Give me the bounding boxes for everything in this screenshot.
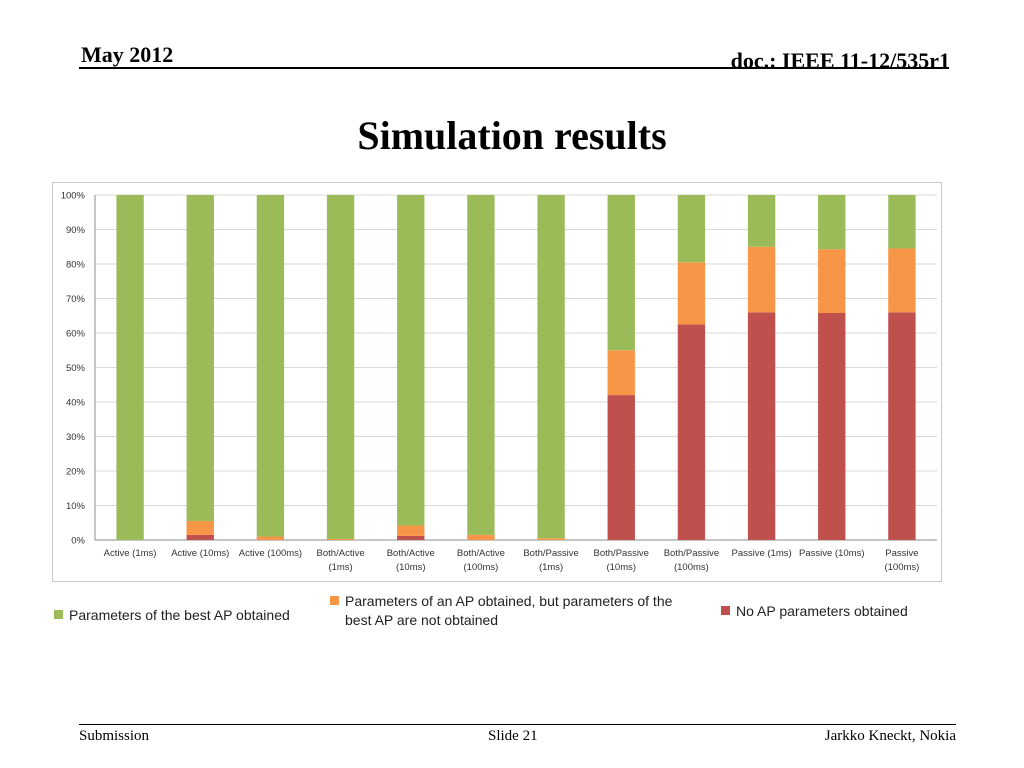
bar-segment <box>397 525 425 536</box>
y-tick-label: 40% <box>66 398 86 409</box>
bar-segment <box>537 538 565 540</box>
chart-legend: Parameters of the best AP obtained Param… <box>52 590 940 640</box>
y-tick-label: 50% <box>66 363 86 374</box>
x-tick-label: Both/Active <box>457 548 505 559</box>
x-tick-label: (1ms) <box>328 562 352 573</box>
legend-label-no-ap: No AP parameters obtained <box>736 603 908 619</box>
y-tick-label: 20% <box>66 467 86 478</box>
bar-segment <box>747 312 776 540</box>
legend-label-best-ap: Parameters of the best AP obtained <box>69 607 290 623</box>
y-tick-label: 0% <box>71 536 85 547</box>
bar-segment <box>326 195 355 539</box>
bar-segment <box>747 246 776 313</box>
x-tick-label: Both/Passive <box>523 548 578 559</box>
x-tick-label: (10ms) <box>396 562 426 573</box>
legend-item-best-ap: Parameters of the best AP obtained <box>54 606 290 625</box>
x-tick-label: Active (10ms) <box>171 548 229 559</box>
y-tick-label: 10% <box>66 501 86 512</box>
y-tick-label: 100% <box>61 191 86 202</box>
bar-segment <box>888 195 916 249</box>
x-tick-label: Passive <box>885 548 918 559</box>
bar-segment <box>818 249 846 313</box>
x-tick-label: Both/Active <box>387 548 435 559</box>
x-tick-label: (100ms) <box>674 562 709 573</box>
legend-label-partial-ap-line2: best AP are not obtained <box>345 612 499 628</box>
y-tick-label: 80% <box>66 260 86 271</box>
header-doc-id: doc.: IEEE 11-12/535r1 <box>730 48 950 73</box>
bar-segment <box>818 312 846 540</box>
bar-segment <box>607 350 635 396</box>
bar-segment <box>256 195 285 537</box>
x-tick-label: Active (100ms) <box>239 548 302 559</box>
legend-swatch-red <box>721 606 730 615</box>
legend-label-partial-ap-line1: Parameters of an AP obtained, but parame… <box>345 593 673 609</box>
stacked-bar-chart: 0% 10% 20% 30% 40% 50% 60% 70% 80% 90% 100% Active … <box>61 191 937 573</box>
bar-segment <box>186 534 214 540</box>
footer-author: Jarkko Kneckt, Nokia <box>824 728 956 744</box>
legend-item-partial-ap: Parameters of an AP obtained, but parame… <box>330 592 672 630</box>
bar-segment <box>186 195 214 522</box>
x-tick-label: Passive (10ms) <box>799 548 864 559</box>
bar-segment <box>467 195 495 535</box>
footer-slide-number: Slide 21 <box>488 728 538 744</box>
bar-segment <box>397 195 425 526</box>
x-tick-label: (100ms) <box>463 562 498 573</box>
bar-segment <box>326 538 355 540</box>
x-tick-label: Both/Active <box>317 548 365 559</box>
bar-segment <box>537 195 565 539</box>
slide-title: Simulation results <box>357 113 667 158</box>
bar-segment <box>467 534 495 540</box>
bar-segment <box>186 521 214 535</box>
x-tick-label: (1ms) <box>539 562 563 573</box>
x-tick-label: Active (1ms) <box>104 548 157 559</box>
bar-segment <box>677 324 706 540</box>
bar-segment <box>256 536 285 540</box>
y-tick-label: 70% <box>66 294 86 305</box>
x-tick-label: Both/Passive <box>594 548 649 559</box>
legend-label-partial-ap: Parameters of an AP obtained, but parame… <box>345 592 672 630</box>
bar-segment <box>747 195 776 247</box>
y-tick-label: 90% <box>66 225 86 236</box>
bar-segment <box>888 312 916 540</box>
legend-swatch-orange <box>330 596 339 605</box>
footer-divider <box>79 724 956 725</box>
x-tick-label: Passive (1ms) <box>731 548 791 559</box>
y-tick-label: 30% <box>66 432 86 443</box>
footer-submission: Submission <box>79 728 150 744</box>
header-divider <box>79 67 949 69</box>
bar-segment <box>607 395 635 540</box>
bar-segment <box>677 195 706 263</box>
bar-segment <box>818 195 846 250</box>
y-tick-label: 60% <box>66 329 86 340</box>
bar-segment <box>888 248 916 313</box>
bar-segment <box>116 195 144 540</box>
header-date: May 2012 <box>81 42 174 67</box>
bar-segment <box>397 535 425 540</box>
chart-area: 0% 10% 20% 30% 40% 50% 60% 70% 80% 90% 100% Active … <box>52 182 942 582</box>
x-tick-label: (100ms) <box>884 562 919 573</box>
bar-segment <box>607 195 635 351</box>
bar-segment <box>677 262 706 325</box>
legend-swatch-green <box>54 610 63 619</box>
x-tick-label: Both/Passive <box>664 548 719 559</box>
x-tick-label: (10ms) <box>606 562 636 573</box>
legend-item-no-ap: No AP parameters obtained <box>721 602 908 621</box>
